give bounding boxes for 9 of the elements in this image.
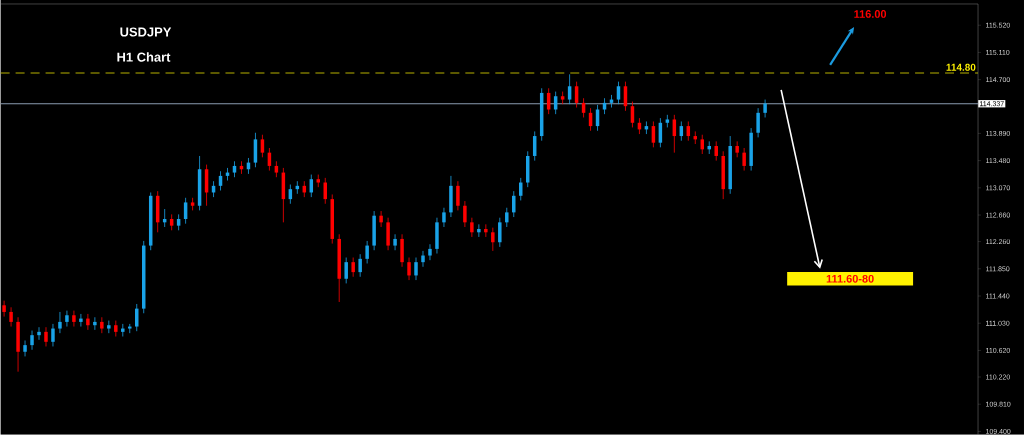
candlestick [100, 316, 104, 334]
candlestick [107, 320, 111, 334]
band-label: 111.60-80 [826, 274, 874, 283]
text: H1 Chart [117, 52, 171, 62]
annotation: 116.00 [854, 10, 887, 18]
candlestick [114, 320, 118, 337]
text: USDJPY [120, 27, 172, 37]
candlestick [735, 140, 739, 158]
ref-line-label: 114.80 [946, 63, 976, 71]
